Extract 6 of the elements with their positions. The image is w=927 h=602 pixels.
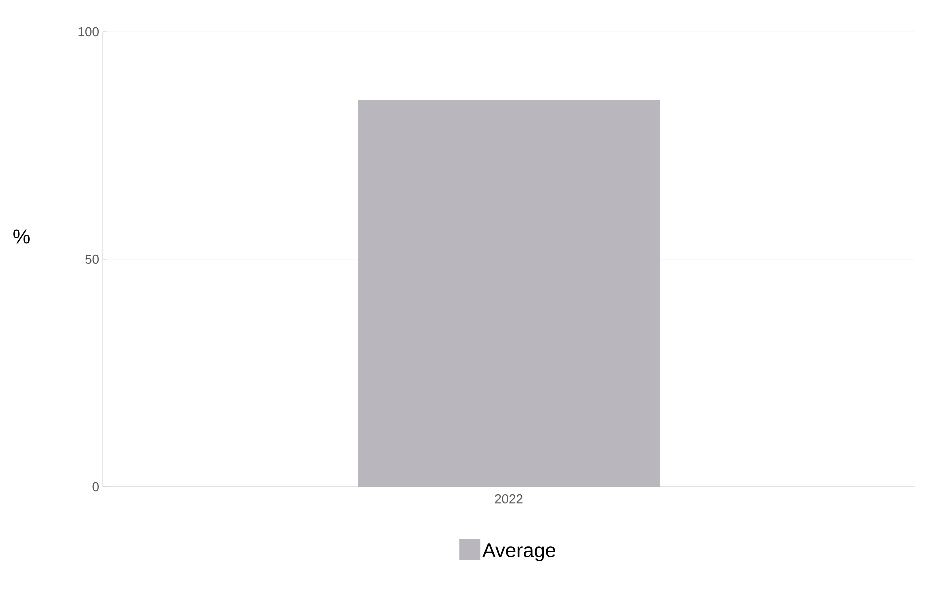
y-tick-label: 100 xyxy=(78,27,99,37)
y-tick-label: 0 xyxy=(92,482,99,492)
x-tick-label: 2022 xyxy=(495,494,523,504)
y-tick-label: 50 xyxy=(86,254,99,264)
legend-label: Average xyxy=(482,544,556,562)
y-axis-title: % xyxy=(14,230,30,244)
